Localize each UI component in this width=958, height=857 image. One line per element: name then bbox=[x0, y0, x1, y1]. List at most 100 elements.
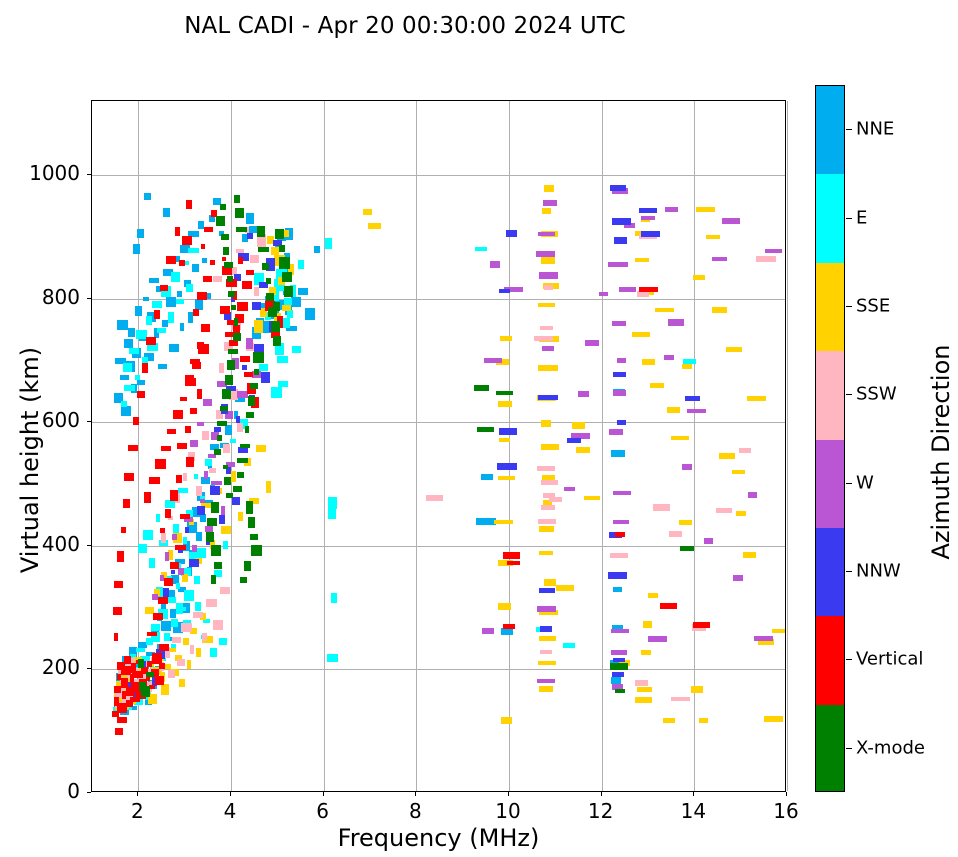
data-point bbox=[124, 656, 132, 665]
data-point bbox=[542, 207, 552, 214]
data-point bbox=[175, 603, 183, 615]
data-point bbox=[324, 237, 332, 249]
data-point bbox=[228, 290, 236, 297]
data-point bbox=[124, 472, 135, 481]
data-point bbox=[735, 511, 746, 517]
colorbar-band-nne[interactable] bbox=[816, 86, 844, 175]
colorbar-band-x-mode[interactable] bbox=[816, 704, 844, 791]
colorbar-tick-mark bbox=[846, 305, 852, 307]
gridline-vertical bbox=[787, 101, 788, 791]
data-point bbox=[136, 390, 145, 398]
data-point bbox=[261, 372, 271, 384]
data-point bbox=[638, 286, 658, 292]
data-point bbox=[114, 727, 123, 735]
data-point bbox=[563, 487, 575, 491]
data-point bbox=[169, 562, 179, 570]
x-tick-mark bbox=[508, 792, 509, 796]
data-point bbox=[501, 716, 513, 724]
data-point bbox=[114, 392, 124, 403]
data-point bbox=[202, 275, 212, 282]
data-point bbox=[615, 532, 626, 538]
data-point bbox=[273, 335, 282, 346]
data-point bbox=[669, 530, 683, 537]
data-point bbox=[174, 655, 182, 662]
data-point bbox=[265, 278, 271, 285]
colorbar-tick-mark bbox=[846, 217, 852, 219]
data-point bbox=[202, 431, 210, 441]
data-point bbox=[143, 353, 154, 362]
colorbar-band-ssw[interactable] bbox=[816, 351, 844, 440]
data-point bbox=[248, 395, 256, 406]
data-point bbox=[712, 256, 728, 261]
plot-area[interactable] bbox=[91, 100, 788, 792]
data-point bbox=[285, 325, 297, 331]
data-point bbox=[175, 227, 181, 237]
data-point bbox=[245, 426, 250, 434]
colorbar-label-e: E bbox=[856, 207, 868, 229]
data-point bbox=[209, 540, 215, 550]
data-point bbox=[164, 499, 175, 508]
data-point bbox=[194, 299, 203, 311]
data-point bbox=[230, 438, 237, 443]
colorbar-band-e[interactable] bbox=[816, 174, 844, 263]
data-point bbox=[504, 286, 524, 292]
data-point bbox=[171, 569, 176, 574]
data-point bbox=[121, 406, 132, 417]
data-point bbox=[635, 258, 650, 263]
colorbar-band-w[interactable] bbox=[816, 439, 844, 528]
data-point bbox=[537, 466, 556, 472]
data-point bbox=[214, 562, 223, 570]
colorbar[interactable] bbox=[815, 85, 845, 792]
data-point bbox=[288, 263, 295, 275]
data-point bbox=[226, 466, 232, 474]
data-point bbox=[712, 306, 728, 313]
data-point bbox=[283, 252, 290, 261]
data-point bbox=[257, 246, 269, 252]
data-point bbox=[164, 663, 172, 669]
data-point bbox=[664, 206, 678, 212]
data-point bbox=[159, 574, 164, 581]
data-point bbox=[265, 312, 272, 320]
data-point bbox=[756, 255, 777, 262]
y-tick-label: 1000 bbox=[29, 161, 80, 186]
data-point bbox=[743, 552, 757, 559]
data-point bbox=[177, 442, 188, 449]
data-point bbox=[188, 451, 196, 461]
data-point bbox=[176, 290, 182, 297]
colorbar-band-nnw[interactable] bbox=[816, 527, 844, 617]
data-point bbox=[639, 234, 657, 240]
data-point bbox=[611, 629, 630, 634]
data-point bbox=[121, 691, 126, 700]
data-point bbox=[613, 658, 626, 663]
colorbar-band-vertical[interactable] bbox=[816, 616, 844, 705]
data-point bbox=[259, 307, 267, 317]
data-point bbox=[610, 552, 629, 558]
data-point bbox=[206, 598, 218, 607]
data-point bbox=[170, 619, 178, 628]
data-point bbox=[237, 447, 248, 454]
data-point bbox=[123, 338, 133, 348]
data-point bbox=[663, 354, 674, 360]
data-point bbox=[538, 587, 555, 593]
data-point bbox=[613, 491, 632, 496]
data-point bbox=[175, 492, 181, 503]
data-point bbox=[225, 424, 233, 435]
data-point bbox=[754, 636, 774, 642]
data-point bbox=[253, 286, 259, 296]
x-tick-mark bbox=[230, 792, 231, 796]
gridline-vertical bbox=[509, 101, 510, 791]
data-point bbox=[368, 222, 382, 229]
x-tick-mark bbox=[322, 792, 324, 796]
data-point bbox=[612, 683, 624, 690]
data-point bbox=[177, 568, 184, 576]
gridline-horizontal bbox=[92, 545, 785, 547]
data-point bbox=[611, 671, 624, 677]
data-point bbox=[266, 293, 275, 302]
colorbar-band-sse[interactable] bbox=[816, 262, 844, 352]
data-point bbox=[269, 287, 277, 296]
data-point bbox=[167, 429, 177, 435]
data-point bbox=[227, 360, 235, 371]
data-point bbox=[249, 254, 259, 263]
y-tick-mark bbox=[87, 792, 91, 793]
data-point bbox=[174, 544, 186, 550]
